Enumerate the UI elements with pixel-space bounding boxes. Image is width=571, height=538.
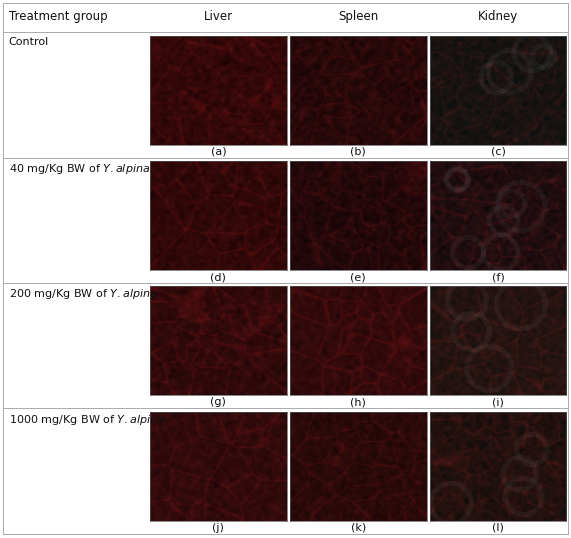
Text: (d): (d) <box>211 272 226 282</box>
Text: Spleen: Spleen <box>338 10 379 23</box>
Text: (l): (l) <box>492 523 504 533</box>
Text: (k): (k) <box>351 523 366 533</box>
Text: 200 mg/Kg BW of $\it{Y. alpina}$: 200 mg/Kg BW of $\it{Y. alpina}$ <box>9 287 157 301</box>
Text: (f): (f) <box>492 272 505 282</box>
Text: Control: Control <box>9 37 49 47</box>
Text: 40 mg/Kg BW of $\it{Y. alpina}$: 40 mg/Kg BW of $\it{Y. alpina}$ <box>9 162 150 176</box>
Text: (h): (h) <box>351 398 366 407</box>
Text: (e): (e) <box>351 272 366 282</box>
Text: 1000 mg/Kg BW of $\it{Y. alpina}$: 1000 mg/Kg BW of $\it{Y. alpina}$ <box>9 413 164 427</box>
Text: Liver: Liver <box>204 10 233 23</box>
Text: (a): (a) <box>211 147 226 157</box>
Text: Treatment group: Treatment group <box>9 10 107 23</box>
Text: (j): (j) <box>212 523 224 533</box>
Text: (c): (c) <box>490 147 506 157</box>
Text: (b): (b) <box>351 147 366 157</box>
Text: Kidney: Kidney <box>478 10 518 23</box>
Text: (i): (i) <box>492 398 504 407</box>
Text: (g): (g) <box>211 398 226 407</box>
